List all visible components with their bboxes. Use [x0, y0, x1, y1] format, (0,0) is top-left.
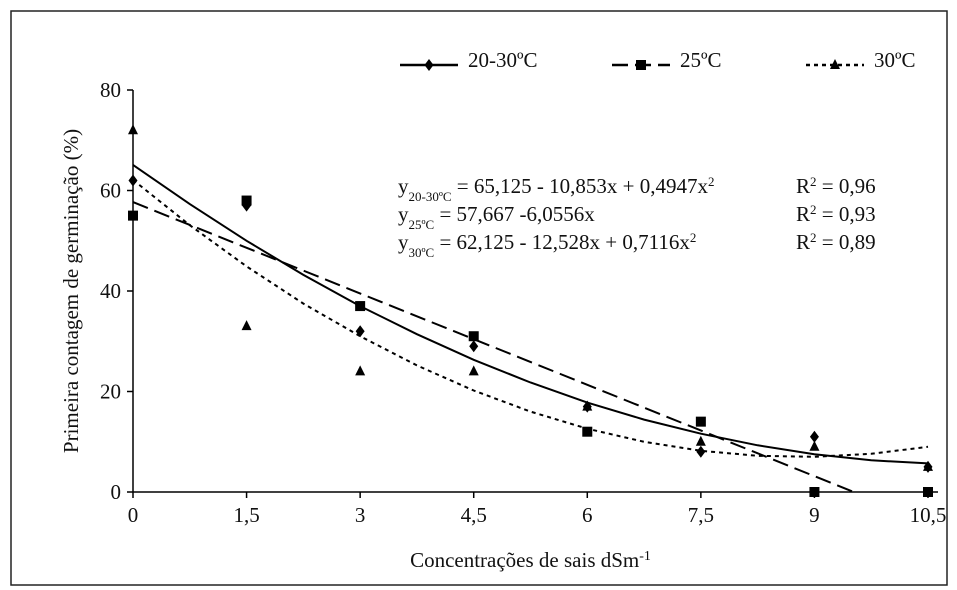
x-axis-title-text: Concentrações de sais dSm — [410, 548, 639, 572]
data-point — [468, 331, 479, 342]
equation-superscript: 2 — [690, 230, 697, 245]
x-tick-label: 7,5 — [688, 503, 714, 527]
r-squared-value: = 0,93 — [817, 202, 876, 226]
data-point — [355, 365, 366, 376]
y-axis-title: Primeira contagem de germinação (%) — [59, 129, 83, 453]
r-squared-r: R — [796, 202, 810, 226]
fit-line — [132, 164, 929, 465]
data-point — [241, 320, 252, 331]
legend-marker — [830, 59, 840, 69]
data-point — [355, 301, 366, 312]
data-point — [923, 460, 933, 471]
equation: y25ºC = 57,667 -6,0556x — [398, 202, 595, 232]
data-point — [128, 124, 138, 135]
data-point — [582, 426, 593, 437]
y-tick-label: 40 — [100, 279, 121, 303]
data-point — [582, 400, 593, 411]
r-squared-r: R — [796, 230, 810, 254]
data-point — [809, 440, 820, 451]
legend-marker — [636, 60, 646, 70]
chart-frame — [10, 10, 948, 586]
data-point — [809, 487, 820, 497]
data-point — [923, 487, 933, 497]
data-point — [241, 195, 252, 206]
data-point — [128, 210, 138, 221]
r-squared: R2 = 0,89 — [796, 230, 876, 255]
r-squared: R2 = 0,96 — [796, 174, 876, 199]
y-tick-label: 60 — [100, 179, 121, 203]
equation-superscript: 2 — [708, 174, 715, 189]
r-squared-r: R — [796, 174, 810, 198]
legend-marker — [424, 59, 434, 71]
equation: y30ºC = 62,125 - 12,528x + 0,7116x2 — [398, 230, 696, 260]
equation-body: = 62,125 - 12,528x + 0,7116x — [434, 230, 690, 254]
x-axis-title: Concentrações de sais dSm-1 — [410, 548, 651, 572]
x-tick-label: 4,5 — [461, 503, 487, 527]
x-tick-label: 0 — [128, 503, 139, 527]
legend-label: 30ºC — [874, 48, 916, 72]
r-squared-sup: 2 — [810, 174, 817, 189]
y-tick-label: 20 — [100, 380, 121, 404]
r-squared: R2 = 0,93 — [796, 202, 876, 227]
equation-y: y — [398, 174, 409, 198]
equation: y20-30ºC = 65,125 - 10,853x + 0,4947x2 — [398, 174, 714, 204]
equation-subscript: 20-30ºC — [409, 189, 452, 204]
equation-y: y — [398, 230, 409, 254]
x-tick-label: 6 — [582, 503, 593, 527]
x-tick-label: 10,5 — [910, 503, 947, 527]
y-tick-label: 80 — [100, 78, 121, 102]
x-tick-label: 3 — [355, 503, 366, 527]
data-point — [809, 430, 819, 443]
fit-line — [132, 201, 855, 493]
legend-label: 25ºC — [680, 48, 722, 72]
x-tick-label: 1,5 — [233, 503, 259, 527]
r-squared-value: = 0,96 — [817, 174, 876, 198]
r-squared-sup: 2 — [810, 230, 817, 245]
legend-label: 20-30ºC — [468, 48, 538, 72]
equation-body: = 57,667 -6,0556x — [434, 202, 595, 226]
equation-subscript: 30ºC — [409, 245, 435, 260]
equation-subscript: 25ºC — [409, 217, 435, 232]
r-squared-sup: 2 — [810, 202, 817, 217]
data-point — [695, 416, 706, 427]
data-point — [696, 445, 706, 458]
equation-y: y — [398, 202, 409, 226]
y-tick-label: 0 — [111, 480, 122, 504]
x-axis-title-sup: -1 — [639, 549, 651, 564]
x-tick-label: 9 — [809, 503, 820, 527]
data-point — [468, 365, 479, 376]
equation-body: = 65,125 - 10,853x + 0,4947x — [452, 174, 709, 198]
data-point — [469, 340, 479, 353]
data-point — [695, 435, 706, 446]
r-squared-value: = 0,89 — [817, 230, 876, 254]
